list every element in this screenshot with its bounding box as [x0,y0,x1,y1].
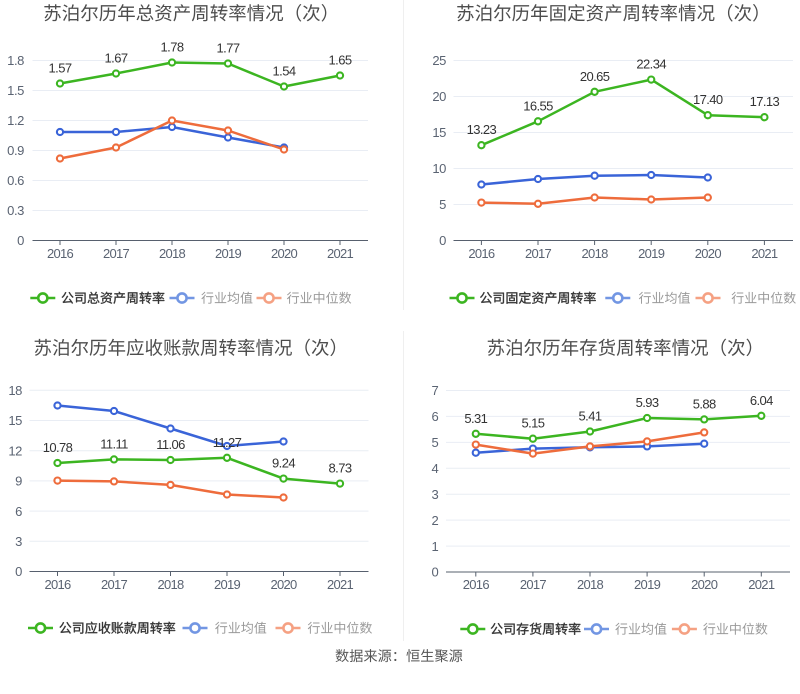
svg-text:0: 0 [431,565,438,580]
svg-text:2021: 2021 [327,577,354,592]
svg-text:2020: 2020 [695,246,722,261]
svg-text:2021: 2021 [751,246,778,261]
svg-text:12: 12 [8,443,22,458]
svg-text:2016: 2016 [47,246,74,261]
svg-text:9.24: 9.24 [272,456,295,471]
svg-text:3: 3 [431,487,438,502]
svg-text:5.41: 5.41 [579,409,602,424]
svg-text:2017: 2017 [103,246,130,261]
svg-text:0: 0 [439,233,446,248]
svg-text:16.55: 16.55 [523,98,553,113]
svg-text:0.9: 0.9 [7,143,24,158]
svg-text:5: 5 [431,435,438,450]
svg-text:25: 25 [432,53,446,68]
svg-text:0: 0 [15,564,22,579]
svg-text:20: 20 [432,89,446,104]
svg-text:5.15: 5.15 [521,416,544,431]
svg-text:1.5: 1.5 [7,83,24,98]
svg-text:2019: 2019 [214,577,241,592]
svg-text:2019: 2019 [634,577,661,592]
svg-text:0: 0 [17,233,24,248]
svg-text:15: 15 [8,413,22,428]
svg-text:11.11: 11.11 [100,436,128,451]
svg-text:10.78: 10.78 [43,440,73,455]
svg-text:6: 6 [15,504,22,519]
svg-text:2021: 2021 [327,246,354,261]
svg-text:2017: 2017 [520,577,547,592]
svg-text:2: 2 [431,513,438,528]
svg-text:10: 10 [432,161,446,176]
svg-text:13.23: 13.23 [467,122,497,137]
svg-text:3: 3 [15,534,22,549]
svg-text:2018: 2018 [157,577,184,592]
svg-text:2016: 2016 [468,246,495,261]
svg-text:2018: 2018 [577,577,604,592]
svg-text:1.57: 1.57 [49,61,72,76]
svg-text:5: 5 [439,197,446,212]
svg-text:20.65: 20.65 [580,69,610,84]
svg-text:2020: 2020 [691,577,718,592]
svg-text:2020: 2020 [270,577,297,592]
svg-text:2020: 2020 [271,246,298,261]
svg-text:22.34: 22.34 [636,57,666,72]
svg-text:1.67: 1.67 [105,51,128,66]
svg-text:1.54: 1.54 [273,64,296,79]
svg-text:2016: 2016 [44,577,71,592]
svg-text:17.40: 17.40 [693,92,723,107]
svg-text:1.65: 1.65 [329,53,352,68]
svg-text:1.78: 1.78 [161,40,184,55]
svg-text:4: 4 [431,461,438,476]
svg-text:2017: 2017 [101,577,128,592]
svg-text:0.6: 0.6 [7,173,24,188]
svg-text:6: 6 [431,409,438,424]
svg-text:7: 7 [431,383,438,398]
svg-text:2017: 2017 [525,246,552,261]
svg-text:2019: 2019 [638,246,665,261]
svg-text:1.8: 1.8 [7,53,24,68]
svg-text:5.93: 5.93 [636,395,659,410]
svg-text:0.3: 0.3 [7,203,24,218]
svg-text:2018: 2018 [582,246,609,261]
svg-text:5.31: 5.31 [464,411,487,426]
svg-text:6.04: 6.04 [750,393,773,408]
svg-text:11.06: 11.06 [156,437,185,452]
svg-text:15: 15 [432,125,446,140]
svg-text:11.27: 11.27 [213,435,242,450]
svg-text:1: 1 [431,539,438,554]
svg-text:5.88: 5.88 [693,396,716,411]
svg-text:1.2: 1.2 [7,113,24,128]
svg-text:9: 9 [15,474,22,489]
svg-text:18: 18 [8,383,22,398]
svg-text:2021: 2021 [748,577,775,592]
svg-text:17.13: 17.13 [750,94,780,109]
svg-text:2018: 2018 [159,246,186,261]
svg-text:8.73: 8.73 [329,461,352,476]
svg-text:1.77: 1.77 [217,41,240,56]
svg-text:2016: 2016 [463,577,490,592]
svg-text:2019: 2019 [215,246,242,261]
